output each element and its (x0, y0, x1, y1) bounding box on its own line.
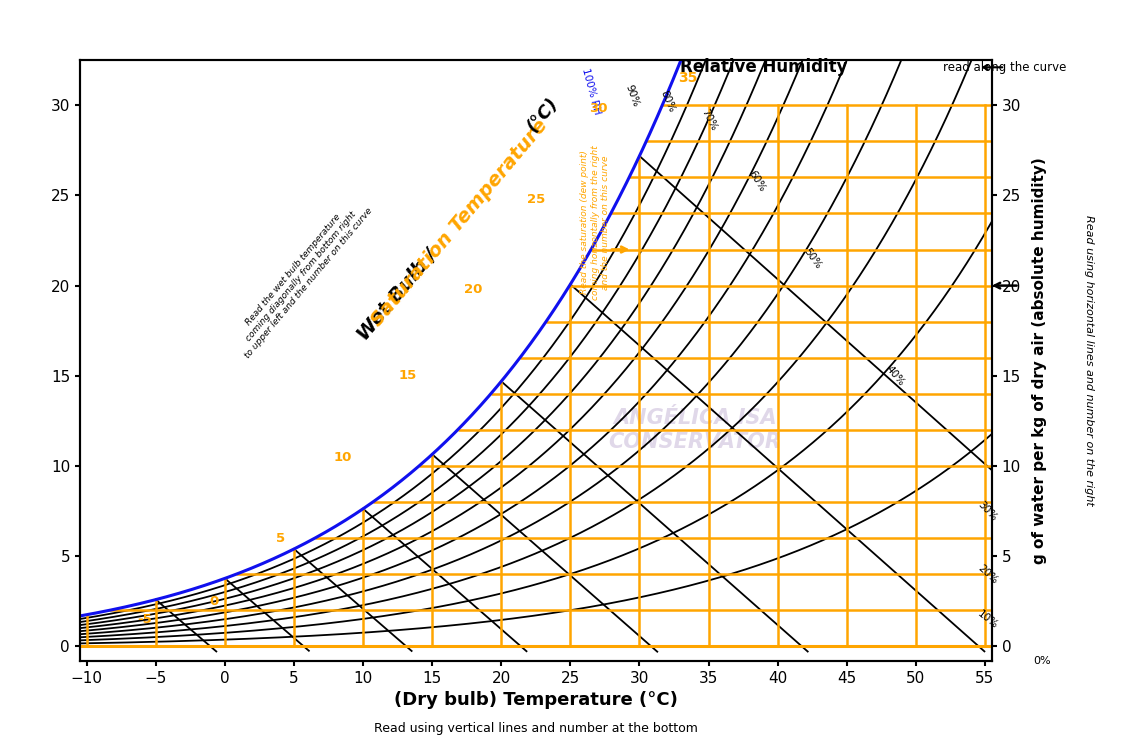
Text: 35: 35 (678, 71, 698, 85)
Text: Wet Bulb /: Wet Bulb / (355, 246, 441, 344)
Y-axis label: g of water per kg of dry air (absolute humidity): g of water per kg of dry air (absolute h… (1032, 157, 1047, 564)
Text: -5: -5 (138, 613, 152, 626)
Text: 40%: 40% (884, 363, 906, 388)
Text: ANGÉLICA ISA
CONSERVATOR: ANGÉLICA ISA CONSERVATOR (609, 409, 781, 451)
Text: 30%: 30% (976, 499, 1000, 523)
Text: Saturation Temperature: Saturation Temperature (368, 116, 552, 330)
Text: 80%: 80% (658, 89, 676, 114)
Text: 10: 10 (333, 451, 351, 463)
Text: 70%: 70% (699, 107, 718, 132)
Text: 60%: 60% (747, 168, 767, 193)
Text: 20: 20 (464, 282, 483, 296)
Text: 20%: 20% (976, 562, 1000, 586)
Text: 100% RH: 100% RH (580, 66, 602, 115)
Text: 50%: 50% (801, 246, 823, 271)
Text: Read using horizontal lines and number on the right: Read using horizontal lines and number o… (1084, 215, 1093, 506)
Text: 0: 0 (210, 595, 219, 608)
Text: 10%: 10% (976, 608, 1000, 630)
Text: 0%: 0% (1033, 656, 1050, 666)
Text: 30: 30 (588, 102, 608, 116)
Text: Read using vertical lines and number at the bottom: Read using vertical lines and number at … (374, 722, 698, 735)
Text: Relative Humidity: Relative Humidity (681, 59, 847, 77)
X-axis label: (Dry bulb) Temperature (°C): (Dry bulb) Temperature (°C) (393, 691, 678, 709)
Text: Read the saturation (dew point)
coming horizontally from the right
and the numbe: Read the saturation (dew point) coming h… (580, 145, 610, 300)
Text: (°C): (°C) (523, 94, 562, 135)
Text: 90%: 90% (624, 83, 641, 109)
Text: read along the curve: read along the curve (944, 61, 1067, 74)
Text: 15: 15 (398, 369, 416, 382)
Text: 25: 25 (527, 192, 545, 206)
Text: 5: 5 (276, 532, 285, 544)
Text: Read the wet bulb temperature
coming diagonally from bottom right
to upper left : Read the wet bulb temperature coming dia… (227, 193, 374, 360)
